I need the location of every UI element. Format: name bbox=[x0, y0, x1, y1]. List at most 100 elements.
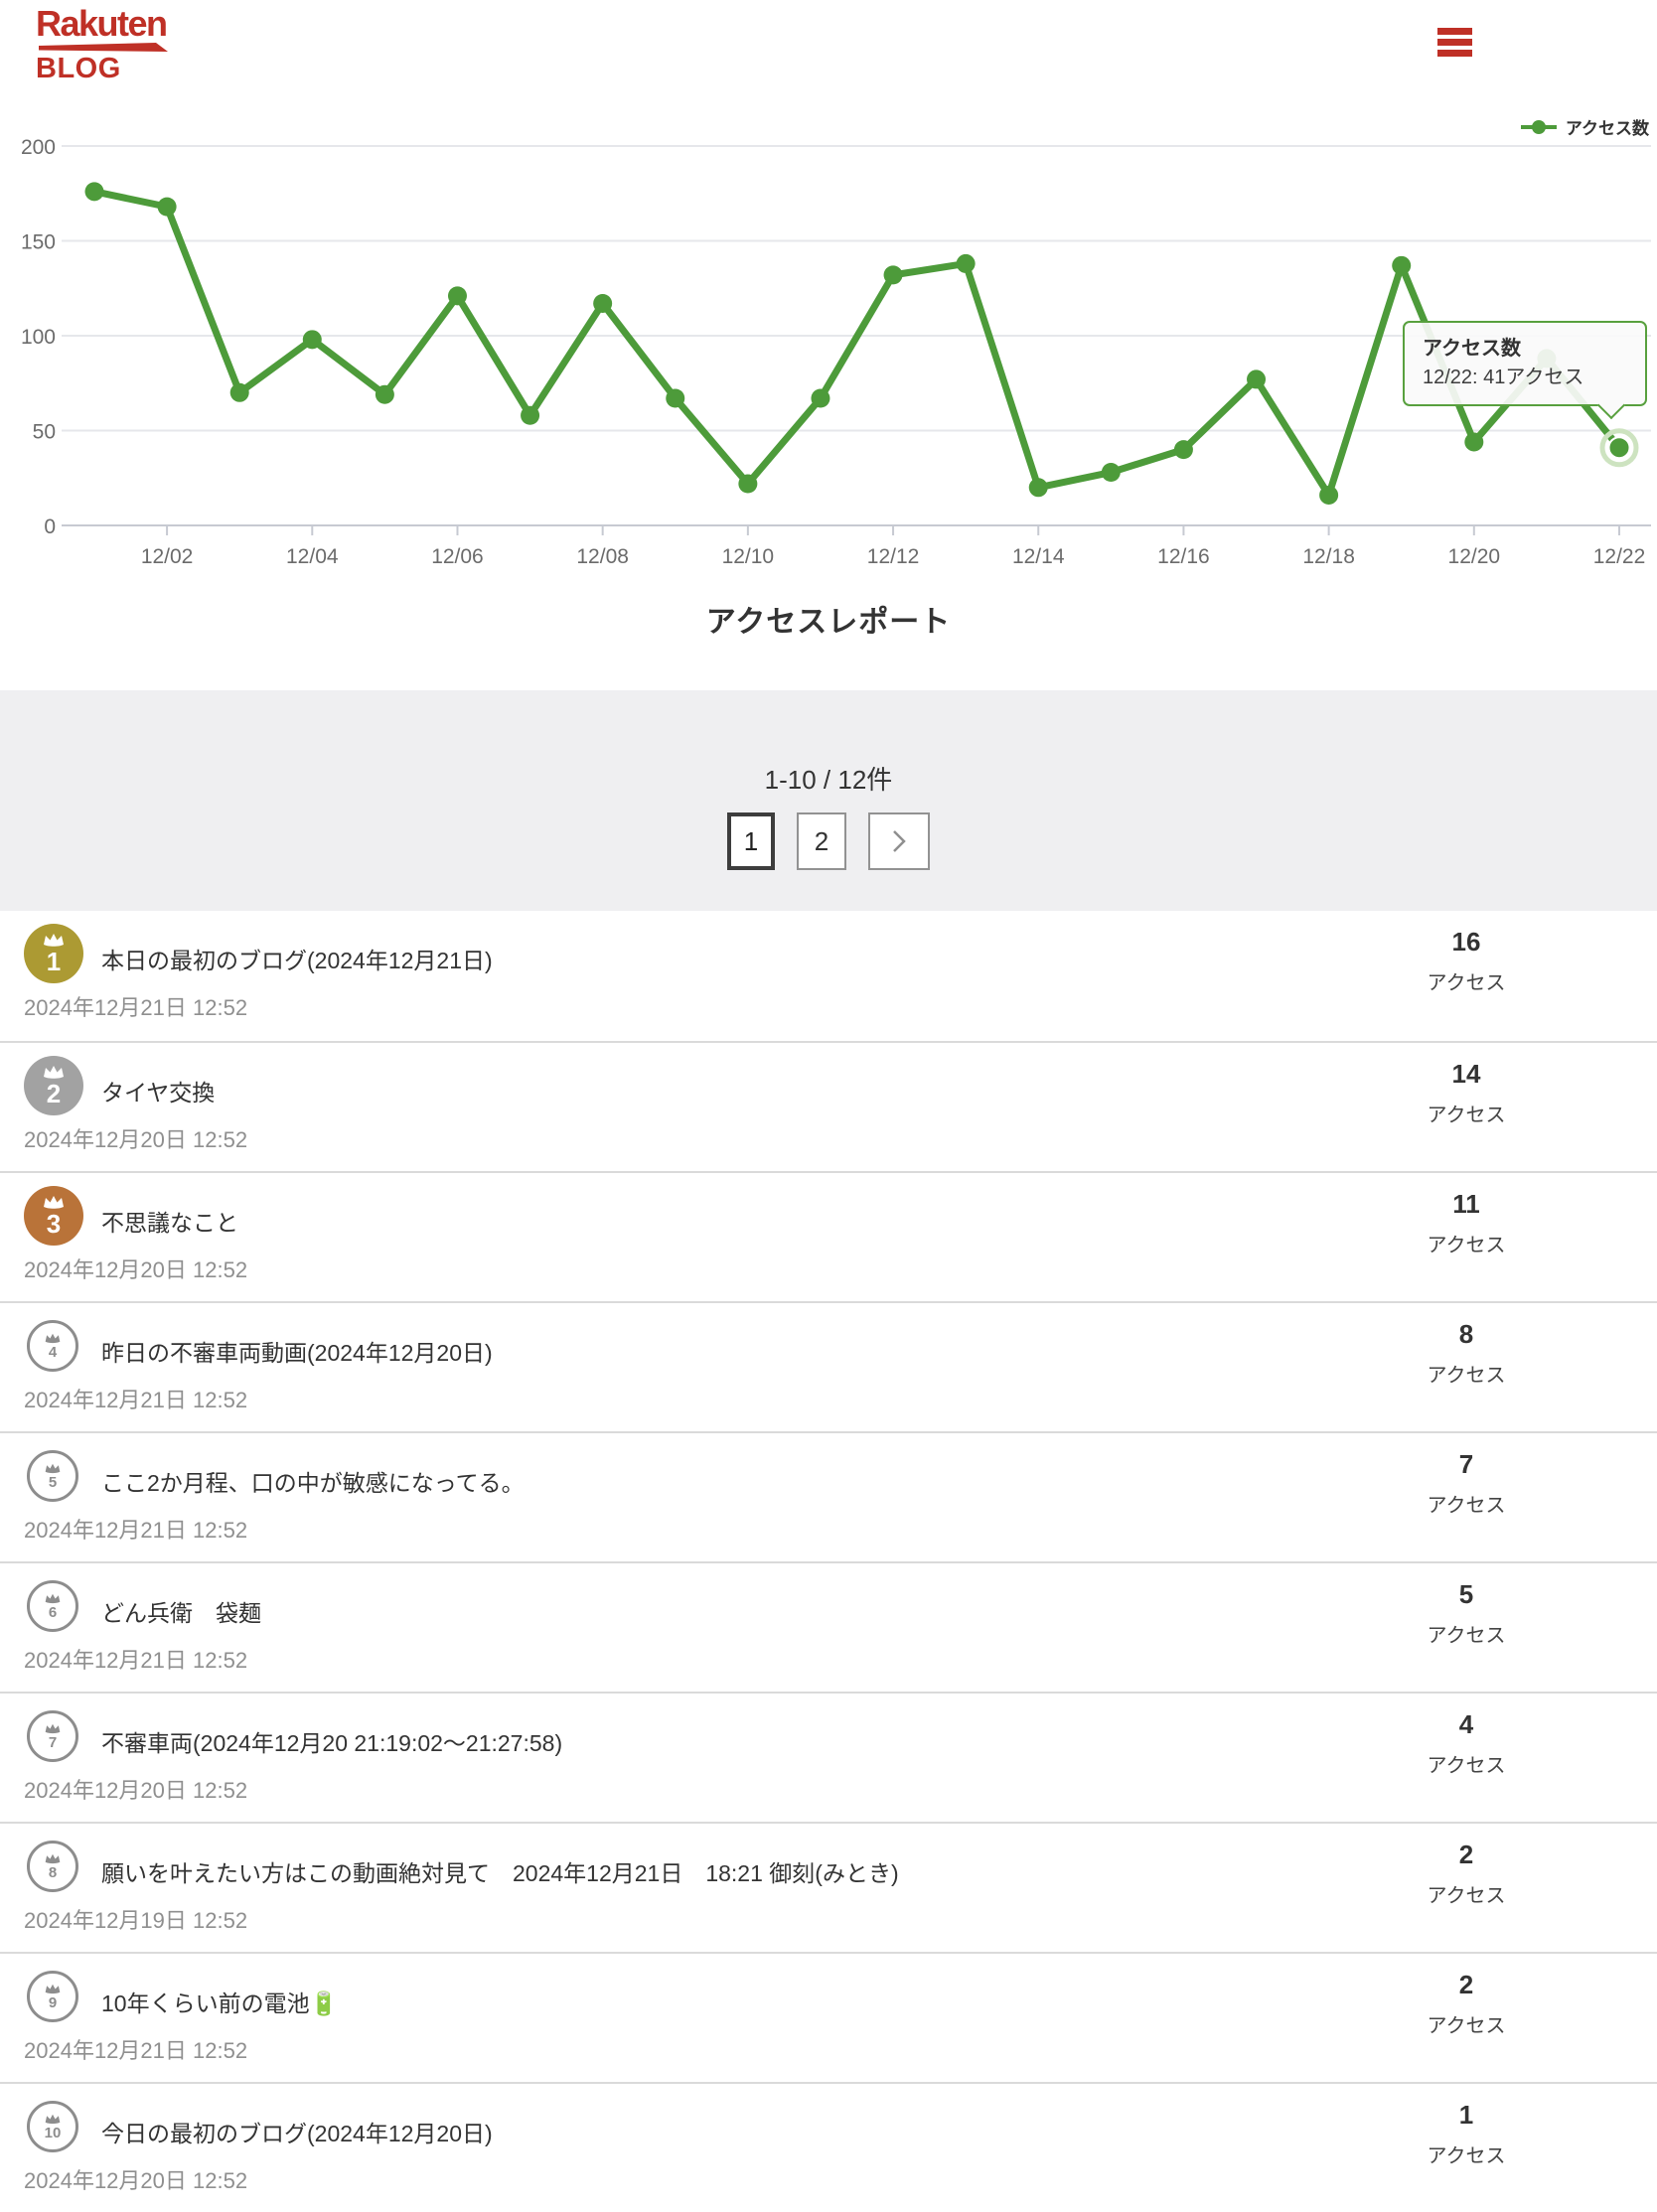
post-title-link[interactable]: 本日の最初のブログ(2024年12月21日) bbox=[101, 948, 493, 973]
crown-icon bbox=[45, 1723, 61, 1733]
post-title-link[interactable]: 10年くらい前の電池🔋 bbox=[101, 1991, 339, 2016]
access-count-number: 5 bbox=[1458, 1579, 1474, 1609]
pagination-section: 1-10 / 12件 1 2 bbox=[0, 690, 1657, 911]
access-count-number: 1 bbox=[1458, 2100, 1474, 2130]
ranking-list: 1 本日の最初のブログ(2024年12月21日) 2024年12月21日 12:… bbox=[0, 911, 1657, 2212]
rank-number: 7 bbox=[48, 1733, 58, 1751]
crown-icon bbox=[44, 934, 64, 947]
post-date: 2024年12月20日 12:52 bbox=[24, 1127, 248, 1152]
page-button-2[interactable]: 2 bbox=[797, 812, 846, 870]
crown-icon bbox=[45, 1333, 61, 1343]
page-title: アクセスレポート bbox=[705, 606, 952, 639]
svg-text:12/18: 12/18 bbox=[1302, 545, 1355, 568]
rank-badge: 10 bbox=[27, 2101, 78, 2152]
ranking-row: 2 タイヤ交換 2024年12月20日 12:52 14 アクセス bbox=[0, 1041, 1657, 1171]
rank-badge: 4 bbox=[27, 1320, 78, 1372]
rank-number: 5 bbox=[48, 1473, 58, 1491]
access-count-label: アクセス bbox=[1427, 972, 1506, 994]
svg-text:12/10: 12/10 bbox=[722, 545, 775, 568]
ranking-row: 3 不思議なこと 2024年12月20日 12:52 11 アクセス bbox=[0, 1171, 1657, 1301]
rakuten-blog-logo[interactable]: Rakuten BLOG bbox=[36, 6, 168, 83]
rank-badge: 7 bbox=[27, 1710, 78, 1762]
rank-badge: 2 bbox=[24, 1056, 83, 1115]
rank-badge: 6 bbox=[27, 1580, 78, 1632]
svg-text:0: 0 bbox=[44, 516, 56, 538]
post-date: 2024年12月19日 12:52 bbox=[24, 1908, 248, 1933]
pagination-controls: 1 2 bbox=[0, 812, 1657, 870]
rank-number: 6 bbox=[48, 1603, 58, 1621]
ranking-row: 7 不審車両(2024年12月20 21:19:02〜21:27:58) 202… bbox=[0, 1692, 1657, 1822]
menu-hamburger-icon[interactable] bbox=[1437, 28, 1472, 57]
crown-icon bbox=[45, 1593, 61, 1603]
access-count-number: 2 bbox=[1458, 1840, 1474, 1869]
hamburger-bar bbox=[1437, 39, 1472, 46]
post-title-link[interactable]: 昨日の不審車両動画(2024年12月20日) bbox=[101, 1340, 493, 1366]
access-count-block: 5 アクセス bbox=[1387, 1579, 1546, 1648]
access-count-number: 2 bbox=[1458, 1970, 1474, 1999]
access-count-label: アクセス bbox=[1427, 1495, 1506, 1517]
post-title-link[interactable]: ここ2か月程、口の中が敏感になってる。 bbox=[101, 1470, 525, 1496]
svg-text:12/12: 12/12 bbox=[867, 545, 920, 568]
ranking-row: 8 願いを叶えたい方はこの動画絶対見て 2024年12月21日 18:21 御刻… bbox=[0, 1822, 1657, 1952]
access-count-label: アクセス bbox=[1427, 2015, 1506, 2037]
rank-badge: 8 bbox=[27, 1841, 78, 1892]
svg-text:12/04: 12/04 bbox=[286, 545, 339, 568]
svg-text:12/22: 12/22 bbox=[1593, 545, 1646, 568]
ranking-row: 10 今日の最初のブログ(2024年12月20日) 2024年12月20日 12… bbox=[0, 2082, 1657, 2212]
rank-badge: 3 bbox=[24, 1186, 83, 1246]
top-bar: Rakuten BLOG bbox=[0, 0, 1657, 85]
crown-icon bbox=[45, 2114, 61, 2124]
post-title-link[interactable]: 不審車両(2024年12月20 21:19:02〜21:27:58) bbox=[101, 1730, 563, 1756]
ranking-row: 9 10年くらい前の電池🔋 2024年12月21日 12:52 2 アクセス bbox=[0, 1952, 1657, 2082]
rank-number: 2 bbox=[46, 1079, 62, 1108]
svg-text:12/16: 12/16 bbox=[1157, 545, 1210, 568]
rank-number: 9 bbox=[48, 1993, 58, 2011]
post-title-link[interactable]: 願いを叶えたい方はこの動画絶対見て 2024年12月21日 18:21 御刻(み… bbox=[101, 1860, 899, 1886]
next-page-button[interactable] bbox=[868, 812, 930, 870]
post-date: 2024年12月21日 12:52 bbox=[24, 2038, 248, 2063]
tooltip-title: アクセス数 bbox=[1423, 338, 1521, 360]
rank-number: 10 bbox=[44, 2124, 62, 2141]
logo-text-blog: BLOG bbox=[36, 53, 121, 84]
access-count-block: 16 アクセス bbox=[1387, 927, 1546, 995]
crown-icon bbox=[45, 1463, 61, 1473]
hamburger-bar bbox=[1437, 28, 1472, 35]
page-button-1[interactable]: 1 bbox=[727, 812, 775, 870]
post-title-link[interactable]: 不思議なこと bbox=[101, 1210, 238, 1236]
access-count-number: 7 bbox=[1458, 1449, 1474, 1479]
ranking-row: 6 どん兵衛 袋麺 2024年12月21日 12:52 5 アクセス bbox=[0, 1561, 1657, 1692]
access-count-block: 4 アクセス bbox=[1387, 1709, 1546, 1778]
rank-badge: 5 bbox=[27, 1450, 78, 1502]
svg-text:100: 100 bbox=[21, 326, 56, 349]
crown-icon bbox=[44, 1066, 64, 1079]
svg-text:200: 200 bbox=[21, 136, 56, 159]
post-title-link[interactable]: 今日の最初のブログ(2024年12月20日) bbox=[101, 2121, 493, 2146]
chevron-right-icon bbox=[893, 830, 906, 852]
chart-tooltip: アクセス数 12/22: 41アクセス bbox=[1403, 321, 1647, 420]
rank-number: 4 bbox=[48, 1343, 58, 1361]
rank-number: 1 bbox=[46, 947, 62, 976]
crown-icon bbox=[44, 1196, 64, 1209]
svg-text:12/06: 12/06 bbox=[431, 545, 484, 568]
post-date: 2024年12月21日 12:52 bbox=[24, 995, 248, 1020]
svg-text:12/02: 12/02 bbox=[141, 545, 194, 568]
access-count-block: 11 アクセス bbox=[1387, 1189, 1546, 1257]
access-count-block: 14 アクセス bbox=[1387, 1059, 1546, 1127]
post-date: 2024年12月21日 12:52 bbox=[24, 1518, 248, 1543]
svg-text:12/20: 12/20 bbox=[1448, 545, 1501, 568]
ranking-row: 4 昨日の不審車両動画(2024年12月20日) 2024年12月21日 12:… bbox=[0, 1301, 1657, 1431]
ranking-row: 5 ここ2か月程、口の中が敏感になってる。 2024年12月21日 12:52 … bbox=[0, 1431, 1657, 1561]
access-count-label: アクセス bbox=[1427, 1235, 1506, 1256]
access-count-label: アクセス bbox=[1427, 2145, 1506, 2167]
legend-line-marker-icon bbox=[1520, 119, 1557, 134]
post-date: 2024年12月21日 12:52 bbox=[24, 1648, 248, 1673]
logo-text-rakuten: Rakuten bbox=[36, 3, 168, 44]
post-title-link[interactable]: どん兵衛 袋麺 bbox=[101, 1600, 261, 1626]
rank-badge: 9 bbox=[27, 1971, 78, 2022]
post-date: 2024年12月20日 12:52 bbox=[24, 1257, 248, 1282]
post-title-link[interactable]: タイヤ交換 bbox=[101, 1080, 216, 1106]
svg-text:150: 150 bbox=[21, 231, 56, 254]
access-count-block: 2 アクセス bbox=[1387, 1840, 1546, 1908]
access-count-label: アクセス bbox=[1427, 1365, 1506, 1387]
access-chart[interactable]: 0 50 100 150 200 12/02 12/04 12/06 12/08 12/10 12/… bbox=[0, 114, 1657, 581]
